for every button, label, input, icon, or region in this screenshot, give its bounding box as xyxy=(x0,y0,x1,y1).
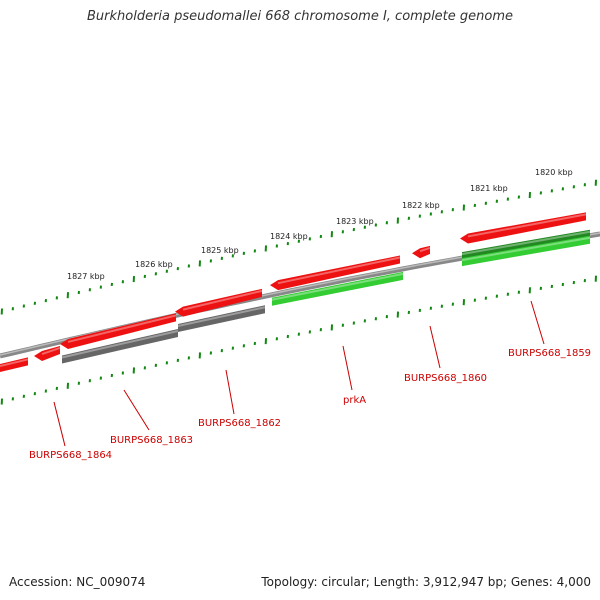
scale-label: 1820 kbp xyxy=(535,168,573,177)
gene-burps668-1859[interactable] xyxy=(460,212,587,244)
gene-burps668-1862[interactable] xyxy=(175,288,263,317)
gene-prka-lower[interactable] xyxy=(271,271,404,306)
gene-prka[interactable] xyxy=(270,255,401,291)
gene-label[interactable]: BURPS668_1860 xyxy=(404,373,487,384)
scale-label: 1824 kbp xyxy=(270,232,308,241)
scale-label: 1826 kbp xyxy=(135,260,173,269)
map-title: Burkholderia pseudomallei 668 chromosome… xyxy=(86,9,514,24)
leader-line xyxy=(530,300,545,345)
gene-label[interactable]: BURPS668_1863 xyxy=(110,435,193,446)
gene-burps668-1864[interactable] xyxy=(0,357,29,372)
leader-line xyxy=(53,401,66,447)
gene-burps668-1859-lower[interactable] xyxy=(461,235,591,267)
gene-burps668-1864b[interactable] xyxy=(34,345,61,362)
accession-label: Accession: NC_009074 xyxy=(9,575,146,589)
gene-burps668-1860[interactable] xyxy=(412,245,431,259)
leader-line xyxy=(225,369,235,415)
gene-label[interactable]: BURPS668_1859 xyxy=(508,348,591,359)
leader-line xyxy=(429,325,441,369)
gene-label[interactable]: prkA xyxy=(343,395,366,406)
scale-label: 1823 kbp xyxy=(336,217,374,226)
leader-line xyxy=(342,345,353,391)
gene-burps668-1862-lower[interactable] xyxy=(177,305,266,332)
genome-summary: Topology: circular; Length: 3,912,947 bp… xyxy=(261,575,591,589)
scale-label: 1822 kbp xyxy=(402,201,440,210)
gene-burps668-1863-lower[interactable] xyxy=(61,328,179,364)
scale-label: 1825 kbp xyxy=(201,246,239,255)
leader-line xyxy=(123,389,150,431)
gene-label[interactable]: BURPS668_1864 xyxy=(29,450,112,461)
scale-label: 1821 kbp xyxy=(470,184,508,193)
gene-burps668-1863[interactable] xyxy=(60,313,177,349)
gene-label[interactable]: BURPS668_1862 xyxy=(198,418,281,429)
scale-label: 1827 kbp xyxy=(67,272,105,281)
